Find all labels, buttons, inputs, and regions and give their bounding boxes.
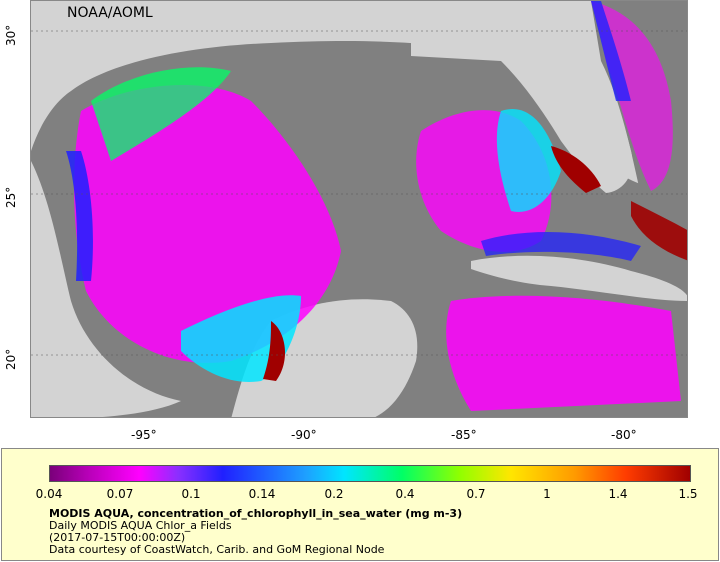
chlorophyll-map: NOAA/AOML (30, 0, 688, 418)
colorbar-tick: 1 (543, 487, 551, 501)
legend-panel: 0.04 0.07 0.1 0.14 0.2 0.4 0.7 1 1.4 1.5… (1, 448, 719, 561)
lon-label-85: -85° (451, 428, 477, 442)
chl-fl-shelf (496, 109, 561, 212)
cuba-land (471, 255, 687, 301)
map-canvas (31, 1, 687, 417)
chl-cuba-north (481, 231, 641, 261)
colorbar-tick: 0.7 (466, 487, 486, 501)
colorbar-tick: 0.4 (395, 487, 415, 501)
colorbar-tick: 0.07 (106, 487, 134, 501)
map-credit: NOAA/AOML (67, 5, 153, 21)
legend-date: (2017-07-15T00:00:00Z) (49, 531, 186, 544)
lat-label-30: 30° (4, 24, 18, 46)
chl-everglades (551, 146, 601, 193)
colorbar-tick: 0.2 (324, 487, 344, 501)
florida-land (411, 41, 633, 193)
legend-title: MODIS AQUA, concentration_of_chlorophyll… (49, 507, 463, 520)
chl-west-gulf (74, 84, 342, 363)
chl-bahamas (631, 201, 687, 261)
colorbar-tick: 0.1 (181, 487, 201, 501)
chl-north-coast (91, 67, 231, 161)
lon-label-95: -95° (131, 428, 157, 442)
colorbar-tick: 1.4 (608, 487, 628, 501)
colorbar-tick: 0.04 (35, 487, 63, 501)
chl-campeche-high (263, 321, 286, 381)
mexico-land (31, 161, 181, 417)
chl-atlantic-edge (591, 1, 631, 101)
lat-label-25: 25° (4, 186, 18, 208)
chl-west-shelf (66, 151, 93, 281)
chl-caribbean (446, 295, 681, 411)
legend-subtitle: Daily MODIS AQUA Chlor_a Fields (49, 519, 232, 532)
legend-credit: Data courtesy of CoastWatch, Carib. and … (49, 543, 385, 556)
lon-label-90: -90° (291, 428, 317, 442)
colorbar-tick: 1.5 (678, 487, 698, 501)
lat-label-20: 20° (4, 348, 18, 370)
colorbar-tick: 0.14 (248, 487, 276, 501)
colorbar (49, 465, 691, 482)
lon-label-80: -80° (611, 428, 637, 442)
